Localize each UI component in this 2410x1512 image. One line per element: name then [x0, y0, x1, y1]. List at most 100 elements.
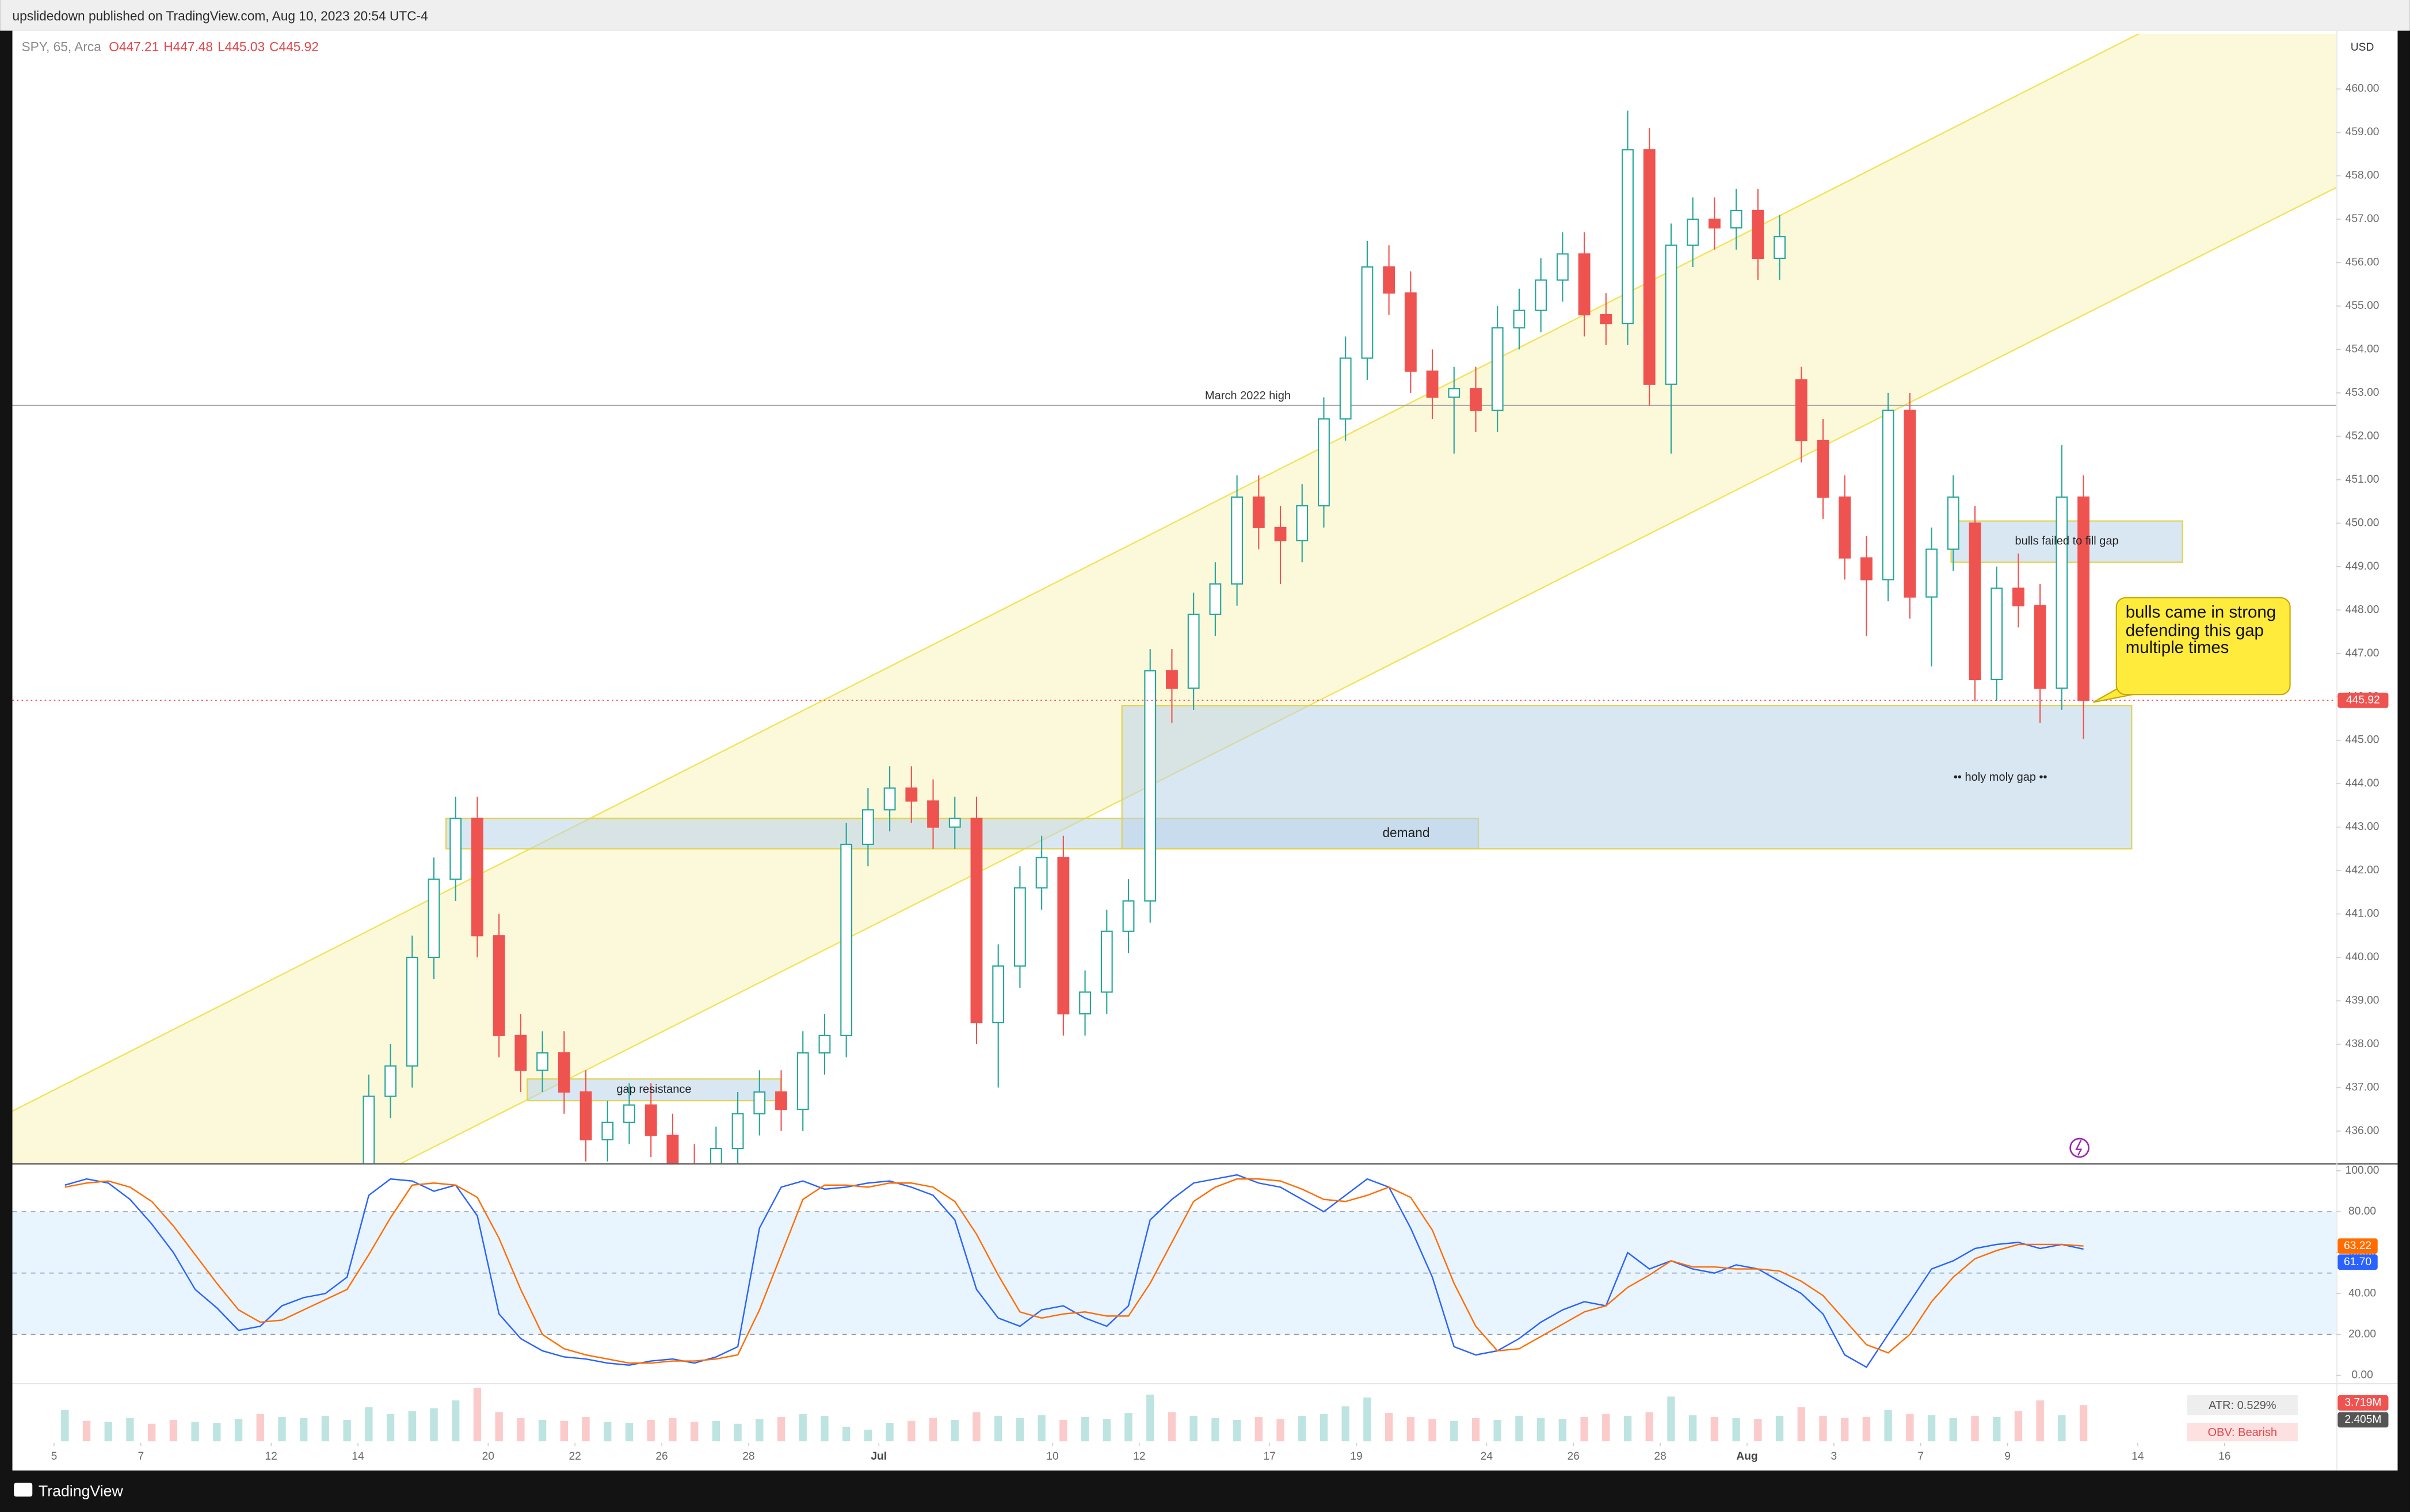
- candle-body: [1708, 218, 1721, 229]
- y-tick-label: 456.00: [2346, 257, 2380, 269]
- volume-bar: [604, 1422, 612, 1442]
- ohlc-low: L445.03: [218, 39, 265, 54]
- ohlc-open: O447.21: [109, 39, 159, 54]
- candle-body: [471, 818, 483, 937]
- osc-value-tag: [2337, 1238, 2378, 1254]
- volume-bar: [973, 1412, 981, 1442]
- callout-wrap: bulls came in strong defending this gap …: [2126, 604, 2276, 657]
- candle-body: [1556, 253, 1569, 281]
- candle-body: [970, 818, 983, 1024]
- volume-bar: [929, 1418, 937, 1442]
- x-tick-label: 14: [352, 1450, 364, 1463]
- volume-bar: [1862, 1416, 1871, 1442]
- tv-logo: [14, 1483, 33, 1497]
- candle-body: [1144, 670, 1157, 902]
- legend: SPY, 65, Arca O447.21 H447.48 L445.03 C445.9…: [22, 39, 319, 54]
- top-bar: [0, 0, 2410, 31]
- march-high-label: March 2022 high: [1205, 390, 1291, 402]
- candle-body: [818, 1034, 831, 1054]
- volume-bar: [1602, 1414, 1610, 1442]
- volume-bar: [1710, 1416, 1719, 1442]
- candle-body: [1795, 379, 1808, 441]
- atr-label: ATR: 0.529%: [2209, 1399, 2276, 1412]
- candle-body: [753, 1091, 766, 1114]
- oscillator-pane: [12, 1174, 2336, 1368]
- symbol: SPY, 65, Arca: [22, 39, 102, 54]
- candle-body: [623, 1104, 635, 1123]
- volume-bar: [191, 1422, 199, 1442]
- osc-tick-label: 100.00: [2346, 1164, 2380, 1177]
- volume-bar: [1146, 1394, 1154, 1442]
- candle-body: [1035, 857, 1048, 889]
- volume-bar: [126, 1418, 134, 1442]
- volume-bar: [1971, 1416, 1979, 1442]
- currency: USD: [2351, 41, 2374, 54]
- volume-bar: [234, 1419, 243, 1442]
- y-tick-label: 450.00: [2346, 517, 2380, 529]
- volume-bar: [213, 1423, 221, 1442]
- volume-bar: [169, 1419, 178, 1442]
- x-tick-label: 19: [1350, 1450, 1362, 1463]
- x-tick-label: 28: [742, 1450, 754, 1463]
- y-tick-label: 451.00: [2346, 474, 2380, 486]
- osc-value-label: 61.70: [2344, 1256, 2371, 1268]
- candle-body: [514, 1034, 527, 1071]
- alert-icon[interactable]: [2069, 1137, 2090, 1158]
- candle-body: [363, 1095, 375, 1163]
- candle-body: [861, 809, 874, 845]
- y-tick-label: 448.00: [2346, 604, 2380, 616]
- volume-bar: [1493, 1419, 1501, 1442]
- candle-body: [1187, 613, 1200, 689]
- candle-body: [1578, 253, 1591, 316]
- candle-body: [601, 1121, 614, 1141]
- volume-bar: [994, 1416, 1002, 1442]
- candle-body: [1622, 149, 1634, 324]
- volume-bar: [386, 1414, 395, 1442]
- candle-body: [1231, 496, 1244, 585]
- volume-bar: [517, 1418, 525, 1442]
- volume-bar: [1081, 1416, 1089, 1442]
- osc-line: [64, 1178, 2084, 1364]
- osc-tick-label: 80.00: [2348, 1205, 2376, 1217]
- candle-body: [2056, 496, 2068, 689]
- volume-bar: [1906, 1414, 1914, 1442]
- volume-bar: [864, 1429, 872, 1442]
- candle-body: [1274, 526, 1287, 541]
- x-tick-label: 12: [1133, 1450, 1145, 1463]
- x-tick-label: 3: [1831, 1450, 1837, 1463]
- candle-body: [1817, 440, 1829, 498]
- candle-body: [1057, 857, 1070, 1015]
- volume-bar: [2058, 1415, 2066, 1442]
- volume-bar: [1841, 1418, 1849, 1442]
- zone: [1121, 705, 2133, 850]
- candle-body: [775, 1091, 787, 1110]
- candle-body: [1839, 496, 1851, 559]
- overlays: bulls came in strong defending this gap …: [2069, 597, 2291, 1158]
- y-tick-label: 460.00: [2346, 83, 2380, 95]
- volume-bar: [842, 1426, 851, 1442]
- volume-bar: [1450, 1421, 1458, 1442]
- candle-body: [1013, 887, 1026, 967]
- x-tick-label: 28: [1654, 1450, 1666, 1463]
- candle-body: [883, 787, 896, 811]
- y-tick-label: 438.00: [2346, 1038, 2380, 1050]
- volume-bar: [1580, 1416, 1588, 1442]
- volume-bar: [365, 1407, 373, 1442]
- candle-body: [1969, 522, 1981, 681]
- volume-bar: [1993, 1416, 2001, 1442]
- ohlc-high: H447.48: [163, 39, 213, 54]
- osc-tick-label: 40.00: [2348, 1287, 2376, 1299]
- candle-body: [905, 787, 918, 802]
- x-tick-label: 16: [2218, 1450, 2230, 1463]
- candle-body: [992, 965, 1005, 1024]
- y-tick-label: 449.00: [2346, 560, 2380, 572]
- y-tick-label: 453.00: [2346, 387, 2380, 399]
- volume-bar: [1884, 1410, 1892, 1442]
- x-tick-label: 26: [655, 1450, 668, 1463]
- volume-bar: [690, 1422, 699, 1442]
- candle-body: [1990, 587, 2003, 681]
- footer-bar: [0, 1470, 2410, 1512]
- volume-bar: [1623, 1416, 1632, 1442]
- average-label: 2.405M: [2344, 1414, 2381, 1426]
- candle-body: [1252, 496, 1265, 528]
